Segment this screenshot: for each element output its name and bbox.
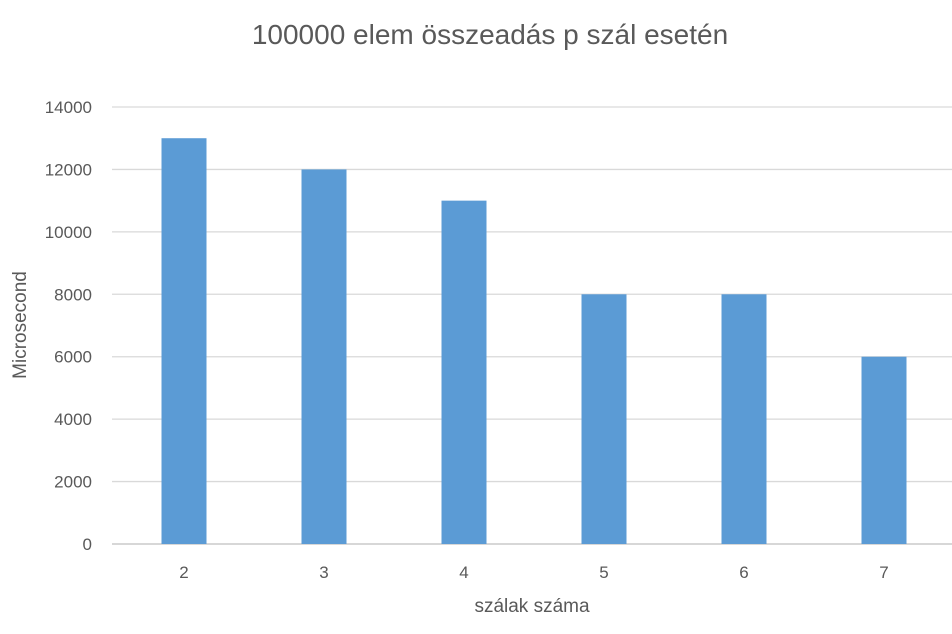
y-tick-label: 10000 [45, 223, 92, 242]
y-tick-label: 8000 [54, 285, 92, 304]
y-tick-label: 4000 [54, 410, 92, 429]
y-tick-label: 14000 [45, 98, 92, 117]
gridlines [112, 106, 952, 545]
chart-title: 100000 elem összeadás p szál esetén [252, 19, 728, 50]
bar-3 [301, 169, 347, 544]
x-axis-ticks: 2 3 4 5 6 7 [179, 563, 888, 582]
x-tick-label: 7 [879, 563, 888, 582]
bar-2 [161, 138, 207, 544]
y-tick-label: 12000 [45, 160, 92, 179]
bar-4 [441, 200, 487, 544]
bars [161, 138, 907, 544]
y-axis-label: Microsecond [10, 271, 31, 379]
x-axis-label: szálak száma [474, 596, 590, 617]
bar-7 [861, 356, 907, 544]
y-tick-label: 6000 [54, 348, 92, 367]
x-tick-label: 2 [179, 563, 188, 582]
x-tick-label: 3 [319, 563, 328, 582]
bar-5 [581, 294, 627, 544]
bar-6 [721, 294, 767, 544]
y-tick-label: 2000 [54, 473, 92, 492]
y-axis-ticks: 0 2000 4000 6000 8000 10000 12000 14000 [45, 98, 92, 554]
x-tick-label: 5 [599, 563, 608, 582]
y-tick-label: 0 [83, 535, 92, 554]
x-tick-label: 4 [459, 563, 468, 582]
x-tick-label: 6 [739, 563, 748, 582]
